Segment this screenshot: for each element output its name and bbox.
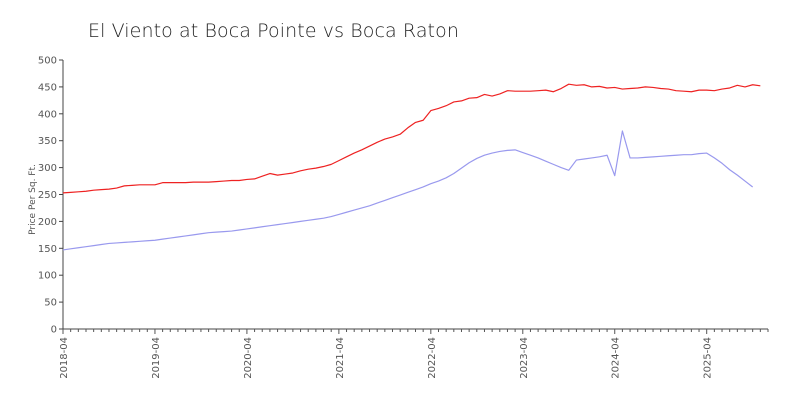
y-tick-label: 150	[38, 244, 57, 255]
x-tick-label: 2021-04	[335, 337, 346, 379]
y-axis-title: Price Per Sq. Ft.	[28, 164, 38, 235]
axes: 0 50 100 150 200 250 300 350 400 450 500 Price Per …	[28, 56, 769, 379]
chart-title: El Viento at Boca Pointe vs Boca Raton	[88, 20, 459, 42]
y-tick-label: 200	[38, 217, 57, 228]
y-tick-label: 400	[38, 109, 57, 120]
x-tick-label: 2018-04	[59, 337, 70, 379]
x-tick-label: 2020-04	[243, 337, 254, 379]
x-tick-label: 2025-04	[703, 337, 714, 379]
series-line-2	[62, 130, 754, 251]
x-tick-label: 2024-04	[611, 337, 622, 379]
y-tick-label: 250	[38, 190, 57, 201]
y-tick-label: 0	[51, 325, 57, 336]
y-tick-label: 500	[38, 56, 57, 67]
y-tick-label: 300	[38, 163, 57, 174]
x-tick-label: 2022-04	[427, 337, 438, 379]
y-tick-label: 100	[38, 271, 57, 282]
series-line-1	[62, 83, 761, 194]
y-tick-label: 350	[38, 136, 57, 147]
series-lines	[62, 83, 761, 251]
y-tick-label: 450	[38, 82, 57, 93]
x-tick-label: 2019-04	[151, 337, 162, 379]
y-tick-label: 50	[44, 298, 57, 309]
x-tick-label: 2023-04	[519, 337, 530, 379]
